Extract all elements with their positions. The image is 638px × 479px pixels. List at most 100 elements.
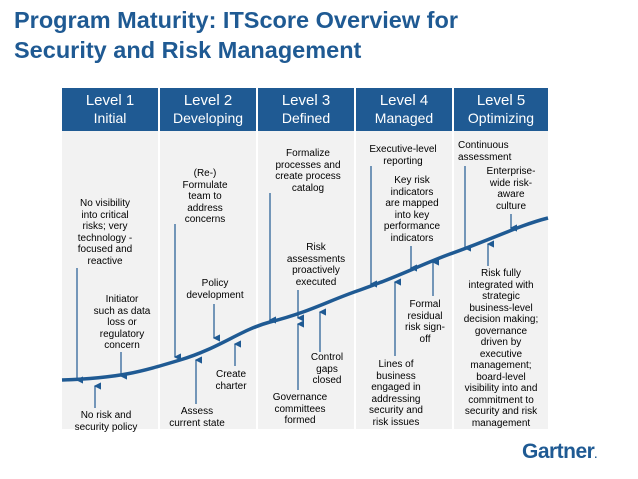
- level-2-header: Level 2 Developing: [160, 88, 256, 131]
- level-2-name: Developing: [172, 110, 244, 126]
- label-line: technology -: [77, 232, 133, 244]
- label-line: aware: [497, 189, 525, 200]
- label-line: Assess: [180, 406, 214, 417]
- level-5-name: Optimizing: [467, 110, 535, 126]
- label-line: indicators: [390, 186, 434, 198]
- l5-bottom-label: Risk fully integrated with strategic busin…: [454, 268, 548, 429]
- l4-bottom-label: Lines of business engaged in addressing sec…: [358, 359, 434, 428]
- label-line: risks; very: [82, 221, 128, 232]
- level-3-number: Level 3: [281, 92, 331, 109]
- label-line: assessments: [286, 253, 346, 265]
- label-line: No visibility: [79, 198, 130, 209]
- label-line: concerns: [184, 214, 226, 225]
- column-divider: [354, 88, 356, 429]
- label-line: security and: [369, 405, 423, 416]
- label-line: indicators: [390, 232, 434, 244]
- maturity-band: [62, 131, 548, 429]
- label-line: business-level: [469, 302, 533, 314]
- label-line: business: [376, 370, 416, 382]
- label-line: Risk: [306, 242, 326, 253]
- l4-top-label: Executive-level reporting: [358, 144, 448, 167]
- label-line: integrated with: [468, 279, 534, 291]
- level-5-header: Level 5 Optimizing: [454, 88, 548, 131]
- label-line: committees: [274, 403, 326, 415]
- label-line: commitment to: [468, 394, 534, 406]
- l3-top-label: Formalize processes and create process cat…: [266, 148, 350, 194]
- label-line: Formal: [409, 299, 441, 310]
- l2-bottom-label: Assess current state: [162, 406, 232, 429]
- label-line: processes and: [275, 159, 341, 171]
- label-line: Continuous: [458, 140, 509, 151]
- label-line: concern: [104, 340, 140, 351]
- label-line: gaps: [316, 363, 338, 375]
- level-4-header: Level 4 Managed: [356, 88, 452, 131]
- label-line: regulatory: [99, 328, 145, 340]
- label-line: Initiator: [105, 294, 139, 305]
- gartner-logo: Gartner.: [522, 440, 597, 463]
- l3-gaps-label: Control gaps closed: [300, 352, 354, 387]
- label-line: Risk fully: [480, 268, 521, 279]
- l2-charter-label: Create charter: [206, 369, 256, 392]
- label-line: engaged in: [371, 382, 421, 393]
- label-line: are mapped: [385, 198, 439, 209]
- label-line: assessment: [458, 151, 512, 163]
- label-line: Formulate: [182, 179, 228, 191]
- level-1-number: Level 1: [85, 92, 135, 109]
- label-line: development: [186, 289, 244, 301]
- label-line: executed: [295, 276, 337, 288]
- label-line: formed: [284, 415, 316, 426]
- label-line: loss or: [107, 317, 137, 328]
- label-line: strategic: [482, 291, 520, 302]
- label-line: addressing: [371, 393, 421, 405]
- level-2-number: Level 2: [183, 92, 233, 109]
- column-divider: [452, 88, 454, 429]
- label-line: culture: [495, 200, 526, 212]
- label-line: off: [419, 333, 431, 345]
- label-line: Enterprise-: [486, 166, 536, 177]
- l3-bottom-label: Governance committees formed: [262, 392, 338, 427]
- label-line: closed: [312, 375, 342, 386]
- label-line: team to: [188, 191, 222, 202]
- level-3-header: Level 3 Defined: [258, 88, 354, 131]
- level-4-number: Level 4: [379, 92, 429, 109]
- l3-mid-label: Risk assessments proactively executed: [274, 242, 358, 288]
- label-line: executive: [479, 348, 523, 360]
- label-line: security and risk: [464, 406, 538, 417]
- level-5-number: Level 5: [476, 92, 526, 109]
- label-line: risk sign-: [404, 322, 445, 333]
- level-1-header: Level 1 Initial: [62, 88, 158, 131]
- label-line: (Re-): [193, 168, 217, 179]
- label-line: Executive-level: [369, 144, 437, 155]
- title-line-2: Security and Risk Management: [14, 37, 362, 63]
- l4-formal-label: Formal residual risk sign- off: [396, 299, 454, 345]
- l4-kri-label: Key risk indicators are mapped into key per…: [372, 175, 452, 244]
- label-line: security policy: [74, 421, 138, 433]
- label-line: governance: [474, 325, 528, 337]
- label-line: into key: [394, 209, 430, 221]
- label-line: Control: [310, 352, 344, 363]
- label-line: board-level: [476, 371, 526, 383]
- label-line: residual: [407, 310, 443, 322]
- l1-top-label: No visibility into critical risks; very te…: [64, 198, 146, 267]
- label-line: such as data: [93, 305, 151, 317]
- label-line: management;: [470, 360, 532, 371]
- label-line: reporting: [383, 155, 423, 167]
- label-line: management: [471, 417, 531, 429]
- label-line: driven by: [480, 337, 522, 348]
- l2-top-label: (Re-) Formulate team to address concerns: [170, 168, 240, 226]
- label-line: Policy: [201, 278, 229, 289]
- label-line: focused and: [77, 244, 133, 255]
- label-line: catalog: [291, 182, 325, 194]
- label-line: current state: [169, 417, 225, 429]
- label-line: decision making;: [463, 314, 539, 325]
- label-line: No risk and: [80, 410, 132, 421]
- label-line: Governance: [272, 392, 328, 403]
- label-line: proactively: [292, 265, 340, 276]
- label-line: wide risk-: [489, 177, 533, 189]
- column-divider: [256, 88, 258, 429]
- level-4-name: Managed: [374, 110, 434, 126]
- label-line: Create: [215, 369, 246, 380]
- label-line: address: [187, 202, 223, 214]
- level-1-name: Initial: [93, 110, 127, 126]
- column-divider: [158, 88, 160, 429]
